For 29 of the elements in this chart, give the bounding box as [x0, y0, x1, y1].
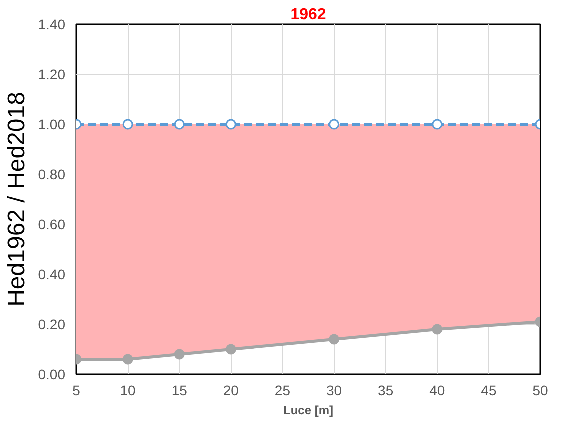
point	[226, 344, 236, 355]
x-tick-label: 10	[120, 382, 136, 398]
chart-title: 1962	[290, 6, 326, 24]
y-tick-label: 0.60	[38, 216, 66, 232]
y-tick-label: 0.80	[38, 166, 66, 182]
x-tick-label: 25	[274, 382, 291, 398]
x-tick-label: 50	[532, 382, 548, 398]
point	[122, 119, 134, 130]
y-tick-label: 0.00	[38, 366, 66, 382]
y-axis-title: Hed1962 / Hed2018	[3, 92, 30, 307]
point	[122, 354, 134, 365]
point	[329, 334, 340, 345]
y-tick-label: 1.40	[38, 16, 66, 32]
point	[226, 119, 236, 130]
y-tick-label: 1.20	[38, 66, 66, 82]
point	[174, 119, 185, 130]
x-tick-label: 30	[326, 382, 342, 398]
point	[174, 349, 185, 360]
y-tick-label: 0.20	[38, 316, 66, 332]
x-tick-label: 15	[172, 382, 188, 398]
y-tick-label: 1.00	[38, 116, 66, 132]
point	[329, 119, 340, 130]
x-tick-label: 40	[430, 382, 446, 398]
y-tick-label: 0.40	[38, 266, 66, 282]
x-tick-label: 45	[481, 382, 497, 398]
x-tick-label: 5	[72, 382, 81, 398]
x-tick-label: 20	[223, 382, 240, 398]
x-axis-title: Luce [m]	[284, 404, 334, 418]
x-tick-label: 35	[378, 382, 394, 398]
